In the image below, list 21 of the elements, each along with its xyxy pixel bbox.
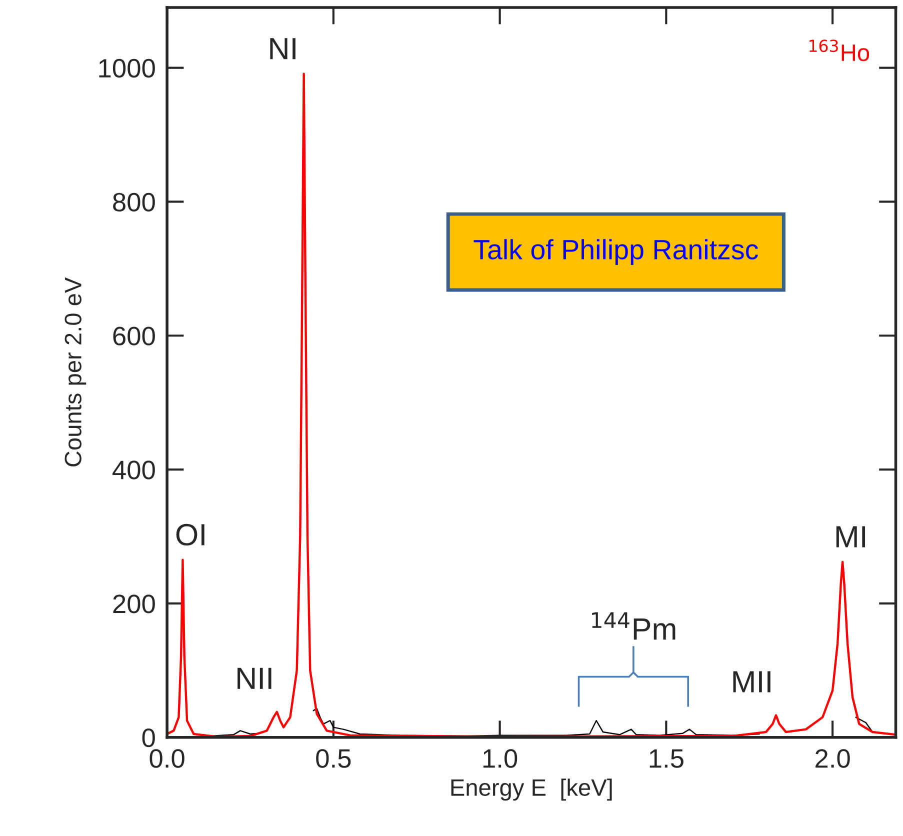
x-axis-title: Energy E [keV] xyxy=(451,778,612,801)
y-tick-label: 1000 xyxy=(99,58,155,78)
x-tick-label: 1.5 xyxy=(650,749,684,768)
annotation: MII xyxy=(733,671,770,692)
annotation: NI xyxy=(270,38,296,60)
x-tick-label: 0.5 xyxy=(316,749,351,768)
y-tick-label: 600 xyxy=(113,326,155,346)
text: $^{163}$Ho xyxy=(810,40,870,62)
y-tick-label: 0 xyxy=(142,728,155,748)
y-tick-label: 400 xyxy=(112,460,155,480)
x-tick-label: 2.0 xyxy=(816,749,850,768)
annotation: OI xyxy=(176,524,204,546)
annotation: Talk of Philipp Ranitzsc xyxy=(474,239,758,265)
annotation: $^{144}$Pm xyxy=(592,612,676,640)
x-tick-label: 1.0 xyxy=(483,749,518,768)
y-axis-title: Counts per 2.0 eV xyxy=(64,277,86,466)
x-tick-label: 0.0 xyxy=(150,749,184,768)
annotation: NII xyxy=(238,668,272,689)
y-tick-label: 200 xyxy=(113,594,155,614)
annotation: MI xyxy=(836,526,866,548)
y-tick-label: 800 xyxy=(113,192,155,212)
